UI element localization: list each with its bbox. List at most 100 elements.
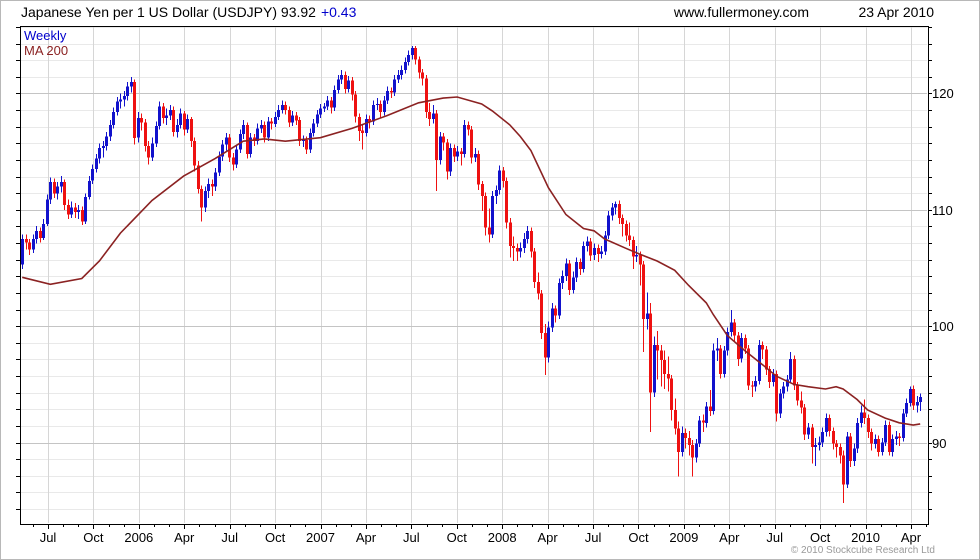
candle — [719, 348, 722, 374]
candle — [151, 143, 154, 158]
candle — [298, 120, 301, 142]
candle — [428, 112, 431, 120]
y-axis-label: 120 — [932, 86, 954, 102]
candle — [144, 122, 147, 146]
x-axis-label: Jul — [39, 530, 57, 545]
candle — [207, 184, 210, 192]
candle — [84, 197, 87, 222]
candle — [235, 149, 238, 165]
candle — [242, 124, 245, 135]
candle — [705, 406, 708, 423]
candle — [512, 245, 515, 249]
candle — [523, 238, 526, 249]
candle — [67, 205, 70, 215]
candle — [225, 137, 228, 145]
candle — [25, 238, 28, 243]
candle — [544, 333, 547, 358]
candle — [112, 112, 115, 125]
candle — [639, 255, 642, 265]
x-axis-label: 2007 — [306, 530, 335, 545]
candle — [863, 412, 866, 419]
candle — [256, 128, 259, 142]
candle — [842, 455, 845, 485]
candle — [155, 126, 158, 144]
candle — [488, 227, 491, 235]
candle — [305, 140, 308, 150]
candle — [670, 378, 673, 410]
candle — [540, 293, 543, 334]
candle — [63, 181, 66, 206]
candle — [628, 235, 631, 241]
candle — [288, 109, 291, 123]
candle — [684, 433, 687, 438]
candle — [130, 81, 133, 87]
candle — [379, 104, 382, 113]
candle — [516, 248, 519, 252]
candle — [91, 169, 94, 181]
candle — [74, 207, 77, 213]
copyright-notice: © 2010 Stockcube Research Ltd — [790, 545, 935, 556]
legend-timeframe: Weekly — [24, 28, 67, 43]
candle — [825, 418, 828, 433]
candle — [361, 130, 364, 133]
candle — [575, 262, 578, 278]
x-axis-label: Oct — [446, 530, 467, 545]
candle — [284, 105, 287, 110]
candle — [421, 72, 424, 79]
candle — [898, 436, 901, 438]
candle — [695, 443, 698, 458]
candle — [365, 119, 368, 134]
candle — [554, 308, 557, 316]
candle — [649, 313, 652, 393]
candle — [460, 151, 463, 154]
candle — [558, 283, 561, 316]
candle — [162, 106, 165, 118]
x-axis-label: 2008 — [487, 530, 517, 545]
candle — [688, 437, 691, 445]
candle — [726, 332, 729, 351]
candle — [453, 148, 456, 157]
x-axis-label: Apr — [719, 530, 740, 545]
candle — [653, 344, 656, 393]
candle — [888, 425, 891, 452]
candle — [505, 180, 508, 223]
candle — [779, 393, 782, 414]
candle — [49, 181, 52, 200]
candle — [211, 184, 214, 187]
candle — [635, 255, 638, 257]
candle — [179, 113, 182, 125]
candle — [446, 142, 449, 172]
candle — [751, 385, 754, 387]
candle — [228, 137, 231, 158]
candle — [98, 148, 101, 159]
candle — [456, 151, 459, 157]
candle — [723, 350, 726, 374]
chart-title: Japanese Yen per 1 US Dollar (USDJPY) 93… — [21, 4, 356, 20]
candle — [368, 119, 371, 122]
candle — [470, 129, 473, 158]
candle — [818, 442, 821, 445]
candle — [568, 263, 571, 291]
candle — [691, 444, 694, 458]
candle — [340, 74, 343, 80]
x-axis-label: 2009 — [669, 530, 699, 545]
candle — [435, 113, 438, 160]
candle — [582, 245, 585, 270]
candle — [411, 48, 414, 56]
candle — [28, 242, 31, 250]
candle — [316, 114, 319, 124]
candle — [404, 62, 407, 71]
candle — [295, 115, 298, 121]
candle — [625, 223, 628, 236]
website-link[interactable]: www.fullermoney.com — [673, 4, 809, 20]
candle — [607, 215, 610, 236]
candle — [828, 418, 831, 431]
candle — [491, 195, 494, 235]
candle — [358, 116, 361, 131]
candle — [789, 358, 792, 380]
candle — [119, 99, 122, 102]
chart-date: 23 Apr 2010 — [858, 4, 934, 20]
legend: Weekly MA 200 — [24, 28, 68, 58]
legend-ma200: MA 200 — [24, 43, 69, 58]
candle — [35, 230, 38, 239]
